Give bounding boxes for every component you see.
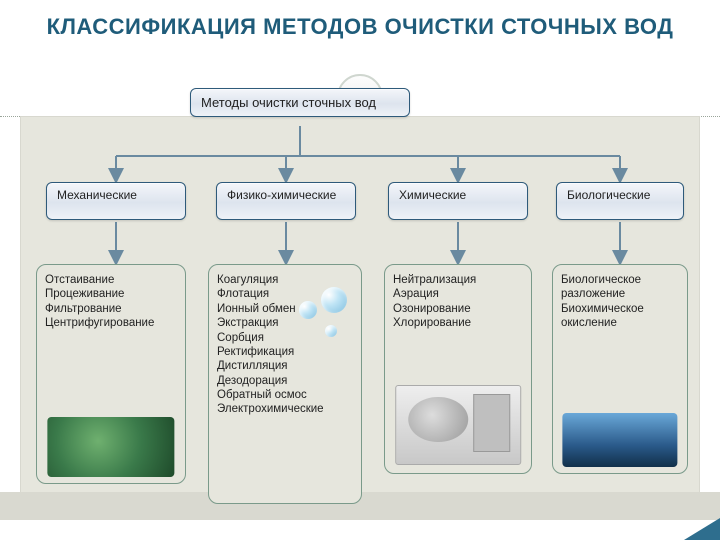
branch-physicochemical: Физико-химические [216,182,356,220]
leaf-biological: Биологическое разложениеБиохимическое ок… [552,264,688,474]
branch-biological: Биологические [556,182,684,220]
leaf-chemical-text: НейтрализацияАэрацияОзонированиеХлориров… [393,273,523,331]
leaf-mechanical: ОтстаиваниеПроцеживаниеФильтрованиеЦентр… [36,264,186,484]
leaf-physicochemical: КоагуляцияФлотацияИонный обменЭкстракция… [208,264,362,504]
leaf-mechanical-text: ОтстаиваниеПроцеживаниеФильтрованиеЦентр… [45,273,177,331]
bubbles-icon [297,283,351,337]
biological-photo [562,413,677,467]
branch-mechanical: Механические [46,182,186,220]
root-node: Методы очистки сточных вод [190,88,410,117]
leaf-chemical: НейтрализацияАэрацияОзонированиеХлориров… [384,264,532,474]
mechanical-photo [47,417,174,477]
chemical-machine-photo [395,385,521,465]
page-title: КЛАССИФИКАЦИЯ МЕТОДОВ ОЧИСТКИ СТОЧНЫХ ВО… [0,0,720,46]
branch-chemical: Химические [388,182,528,220]
corner-accent [684,518,720,540]
leaf-biological-text: Биологическое разложениеБиохимическое ок… [561,273,679,331]
